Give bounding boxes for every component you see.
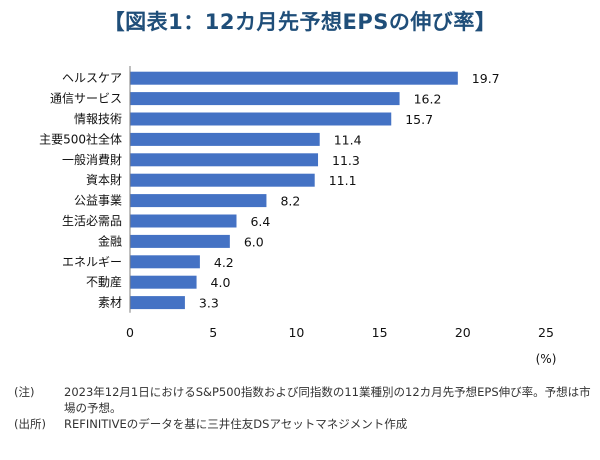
data-label: 8.2 [280,194,300,209]
bar [130,234,230,248]
x-tick-label: 5 [209,325,217,340]
category-label: 情報技術 [74,112,122,126]
bar [130,275,197,289]
data-label: 11.3 [332,153,360,168]
data-label: 4.0 [211,275,231,290]
x-tick-label: 20 [455,325,471,340]
category-label: 一般消費財 [62,152,122,167]
x-axis-unit-label: (%) [536,352,557,366]
category-label: エネルギー [62,255,122,269]
category-label: 素材 [98,296,122,310]
data-label: 6.0 [244,234,264,249]
bar [130,214,237,228]
bar [130,92,400,106]
note-key: (注) [14,385,35,399]
data-label: 3.3 [199,296,219,311]
bar [130,132,320,146]
bar-chart: ヘルスケア 19.7 通信サービス 16.2 情報技術 15.7 主要500社全体 11.4 一… [39,66,557,366]
category-label: 資本財 [86,172,122,187]
bar [130,255,200,269]
source-row: (出所) REFINITIVEのデータを基に三井住友DSアセットマネジメント作成 [14,416,592,432]
data-label: 15.7 [405,112,433,127]
data-label: 11.1 [329,173,357,188]
x-tick-label: 10 [288,325,304,340]
data-label: 4.2 [214,255,234,270]
data-label: 19.7 [472,71,500,86]
notes: (注) 2023年12月1日におけるS&P500指数および同指数の11業種別の1… [14,384,592,432]
category-label: 生活必需品 [62,214,122,228]
bar [130,153,319,167]
bar [130,194,267,208]
source-key: (出所) [14,417,46,431]
bar [130,296,185,310]
data-label: 6.4 [250,214,270,229]
category-label: 通信サービス [50,92,122,106]
bar [130,71,458,85]
data-label: 16.2 [414,92,442,107]
data-label: 11.4 [334,132,362,147]
x-tick-label: 25 [538,325,554,340]
category-label: 金融 [98,233,122,248]
chart-title: 【図表1：12カ月先予想EPSの伸び率】 [103,10,497,34]
note-row: (注) 2023年12月1日におけるS&P500指数および同指数の11業種別の1… [14,384,592,416]
category-label: 不動産 [86,274,122,289]
bar [130,173,315,187]
x-tick-label: 15 [372,325,388,340]
x-tick-label: 0 [126,325,134,340]
source-text: REFINITIVEのデータを基に三井住友DSアセットマネジメント作成 [64,417,408,431]
category-label: 公益事業 [74,194,122,208]
note-text: 2023年12月1日におけるS&P500指数および同指数の11業種別の12カ月先… [64,385,591,415]
bar [130,112,392,126]
category-label: ヘルスケア [62,71,122,85]
category-label: 主要500社全体 [39,131,122,146]
